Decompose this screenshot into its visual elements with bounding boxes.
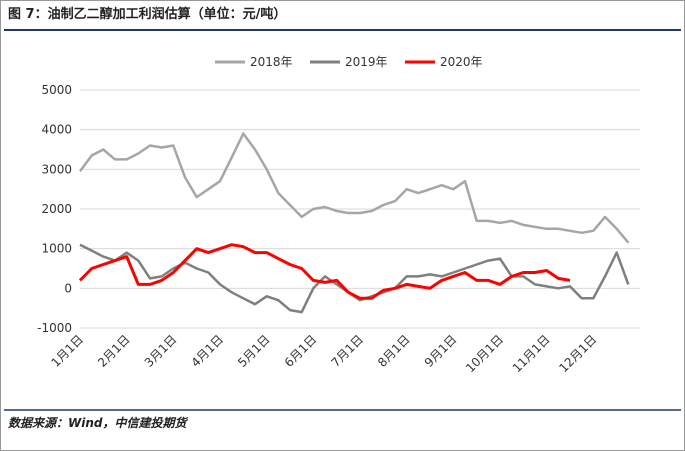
line-series (78, 132, 630, 244)
source: 数据来源：Wind，中信建投期货 (8, 416, 188, 430)
x-tick-label: 9月1日 (422, 332, 460, 370)
x-tick-label: 3月1日 (142, 332, 180, 370)
x-tick-label: 7月1日 (328, 332, 366, 370)
line-series (78, 243, 571, 300)
x-tick-label: 11月1日 (510, 332, 553, 375)
legend-label: 2018年 (250, 55, 293, 69)
x-tick-label: 10月1日 (463, 332, 506, 375)
y-tick-label: 0 (64, 281, 72, 295)
x-tick-label: 6月1日 (282, 332, 320, 370)
x-tick-label: 4月1日 (188, 332, 226, 370)
y-tick-label: 1000 (41, 242, 72, 256)
y-tick-label: 4000 (41, 123, 72, 137)
y-tick-label: 3000 (41, 162, 72, 176)
y-tick-label: -1000 (37, 321, 72, 335)
x-tick-label: 5月1日 (235, 332, 273, 370)
x-tick-label: 12月1日 (556, 332, 599, 375)
y-tick-label: 2000 (41, 202, 72, 216)
legend-label: 2020年 (440, 55, 483, 69)
x-tick-label: 1月1日 (48, 332, 86, 370)
x-tick-label: 8月1日 (375, 332, 413, 370)
y-tick-label: 5000 (41, 83, 72, 97)
chart-title: 图 7：油制乙二醇加工利润估算（单位：元/吨） (8, 6, 286, 22)
legend-label: 2019年 (345, 55, 388, 69)
x-tick-label: 2月1日 (95, 332, 133, 370)
